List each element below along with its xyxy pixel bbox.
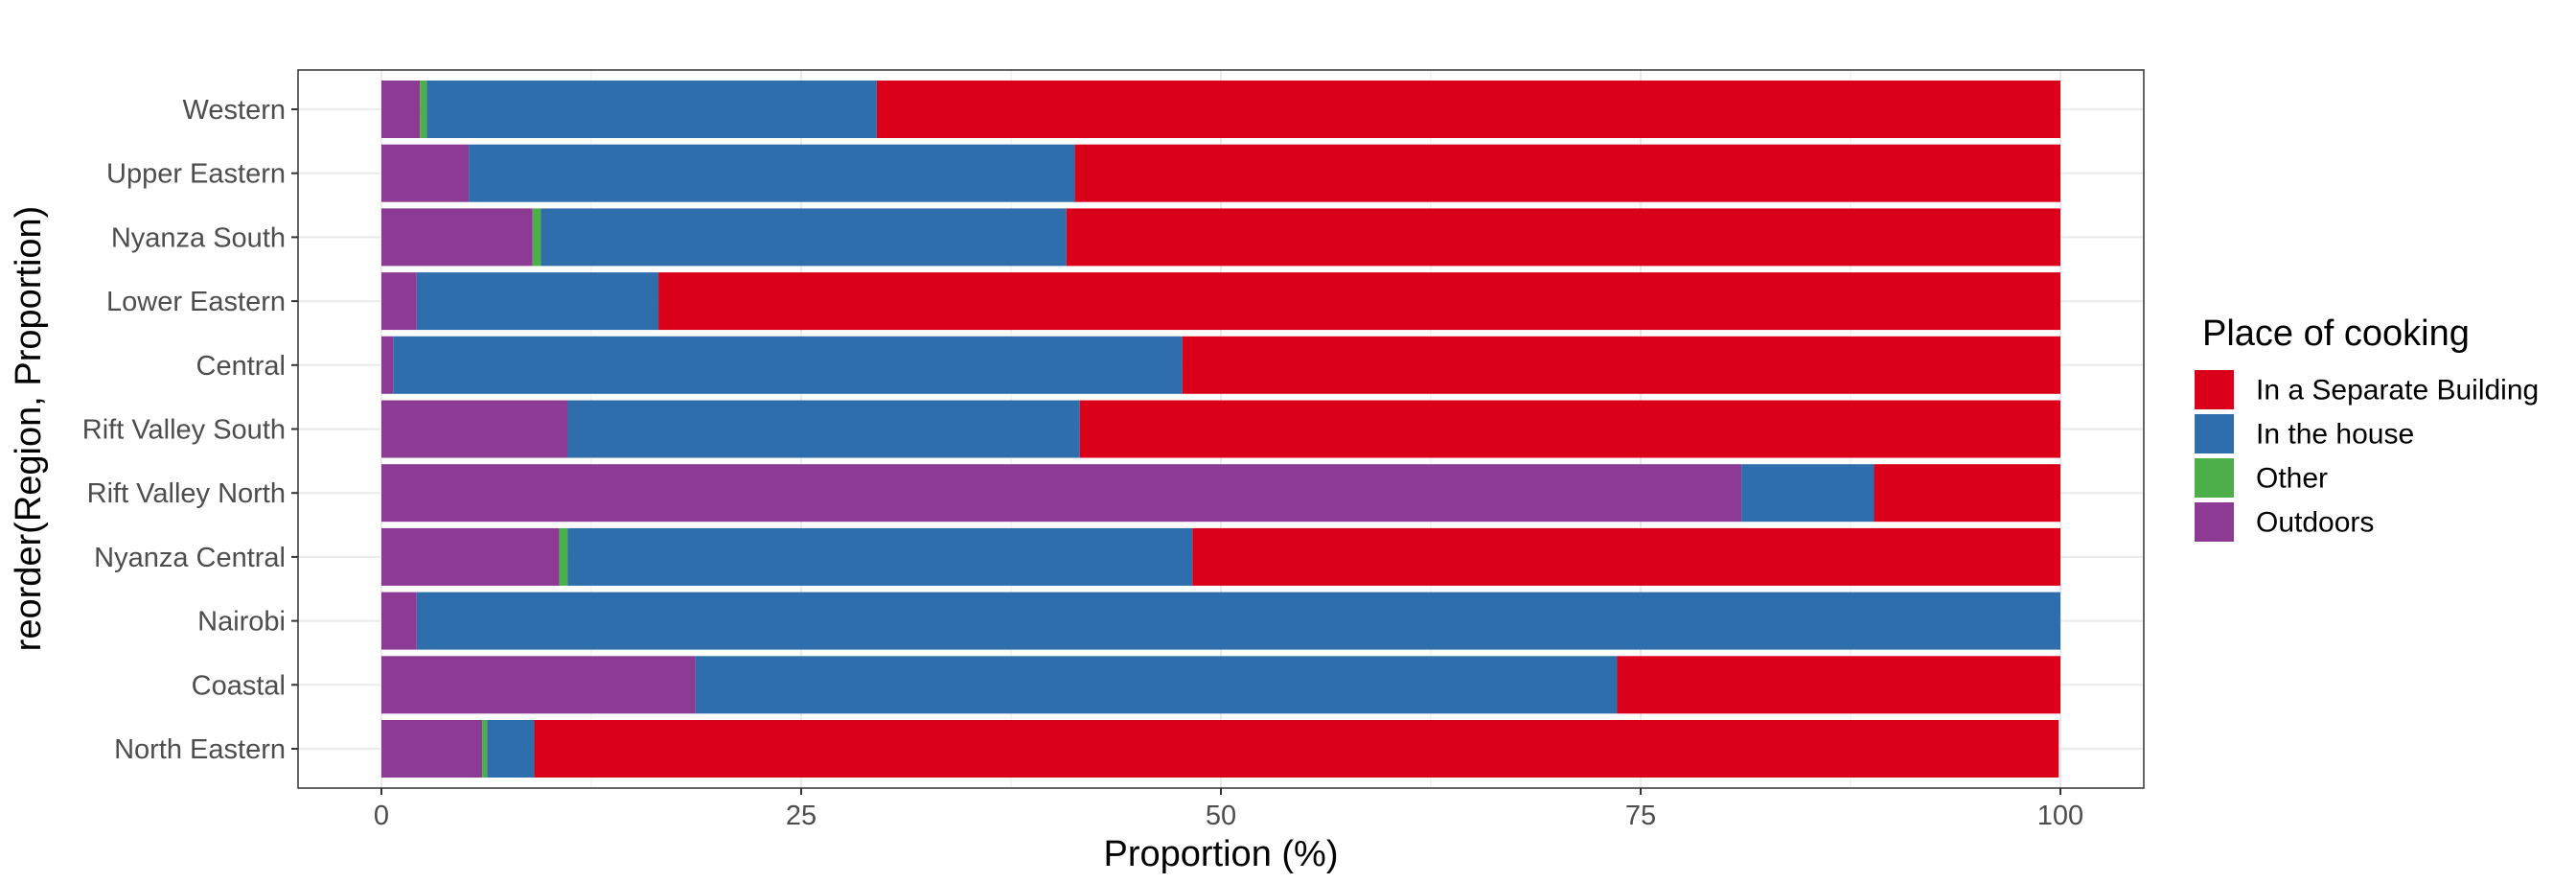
bar-nyanza-central-outdoors <box>381 527 560 586</box>
legend-key-in-the-house <box>2195 414 2234 453</box>
y-tick-label: Lower Eastern <box>106 287 286 317</box>
y-tick-label: North Eastern <box>114 734 286 765</box>
x-tick-label: 25 <box>786 801 816 831</box>
y-tick-label: Nyanza Central <box>94 543 286 573</box>
bar-rift-valley-south-outdoors <box>381 400 568 458</box>
y-tick-label: Nairobi <box>197 607 286 638</box>
bar-coastal-in-the-house <box>695 656 1618 714</box>
bar-central-in-a-separate-building <box>1182 336 2060 394</box>
y-axis: Western Upper Eastern Nyanza South Lower Ea… <box>82 95 298 765</box>
bar-rift-valley-south-in-the-house <box>567 400 1080 458</box>
bar-nyanza-south-in-a-separate-building <box>1066 208 2060 267</box>
legend-key-in-a-separate-building <box>2195 370 2234 409</box>
y-tick-label: Western <box>183 95 286 126</box>
x-tick-label: 75 <box>1625 801 1656 831</box>
bar-north-eastern-outdoors <box>381 720 483 778</box>
legend-label-outdoors: Outdoors <box>2256 507 2374 539</box>
bar-lower-eastern-in-the-house <box>416 272 659 331</box>
bar-north-eastern-in-the-house <box>487 720 535 778</box>
legend-key-outdoors <box>2195 502 2234 542</box>
bar-western-other <box>420 81 427 138</box>
bar-nyanza-south-in-the-house <box>540 208 1067 267</box>
bar-nyanza-south-other <box>532 208 541 267</box>
legend-label-in-the-house: In the house <box>2256 419 2414 451</box>
y-tick-label: Nyanza South <box>111 222 286 253</box>
bar-nyanza-central-other <box>559 527 568 586</box>
bar-nairobi-outdoors <box>381 592 417 650</box>
y-axis-title: reorder(Region, Proportion) <box>9 206 49 652</box>
x-tick-label: 50 <box>1206 801 1236 831</box>
bar-nyanza-south-outdoors <box>381 208 533 267</box>
bar-coastal-outdoors <box>381 656 696 714</box>
x-axis: 0 25 50 75 100 <box>374 788 2083 831</box>
bar-rift-valley-north-in-a-separate-building <box>1874 464 2060 523</box>
bar-rift-valley-south-in-a-separate-building <box>1079 400 2060 458</box>
bar-rift-valley-north-in-the-house <box>1741 464 1874 523</box>
y-tick-label: Upper Eastern <box>106 159 286 190</box>
bar-nyanza-central-in-the-house <box>567 527 1193 586</box>
x-axis-title: Proportion (%) <box>1104 834 1339 874</box>
bar-upper-eastern-in-a-separate-building <box>1074 144 2060 202</box>
bar-north-eastern-in-a-separate-building <box>534 720 2059 778</box>
y-tick-label: Rift Valley South <box>82 415 286 446</box>
bar-nyanza-central-in-a-separate-building <box>1192 527 2060 586</box>
legend-key-other <box>2195 458 2234 498</box>
bar-north-eastern-other <box>482 720 488 778</box>
bar-upper-eastern-outdoors <box>381 144 470 202</box>
legend: Place of cooking In a Separate Building I… <box>2195 314 2539 542</box>
bar-lower-eastern-outdoors <box>381 272 417 331</box>
legend-label-in-a-separate-building: In a Separate Building <box>2256 375 2539 407</box>
bar-rift-valley-north-outdoors <box>381 464 1742 523</box>
x-tick-label: 0 <box>374 801 389 831</box>
bar-western-outdoors <box>381 81 421 138</box>
bar-coastal-in-a-separate-building <box>1617 656 2060 714</box>
bar-central-in-the-house <box>393 336 1183 394</box>
bar-western-in-the-house <box>426 81 877 138</box>
bar-lower-eastern-in-a-separate-building <box>658 272 2060 331</box>
bars <box>381 81 2060 778</box>
bar-upper-eastern-in-the-house <box>469 144 1075 202</box>
legend-title: Place of cooking <box>2202 314 2470 354</box>
x-tick-label: 100 <box>2037 801 2083 831</box>
legend-label-other: Other <box>2256 463 2328 495</box>
y-tick-label: Central <box>196 351 287 382</box>
bar-nairobi-in-the-house <box>416 592 2060 650</box>
y-tick-label: Coastal <box>192 670 286 701</box>
y-tick-label: Rift Valley North <box>87 478 286 509</box>
bar-western-in-a-separate-building <box>876 81 2060 138</box>
bar-central-outdoors <box>381 336 394 394</box>
